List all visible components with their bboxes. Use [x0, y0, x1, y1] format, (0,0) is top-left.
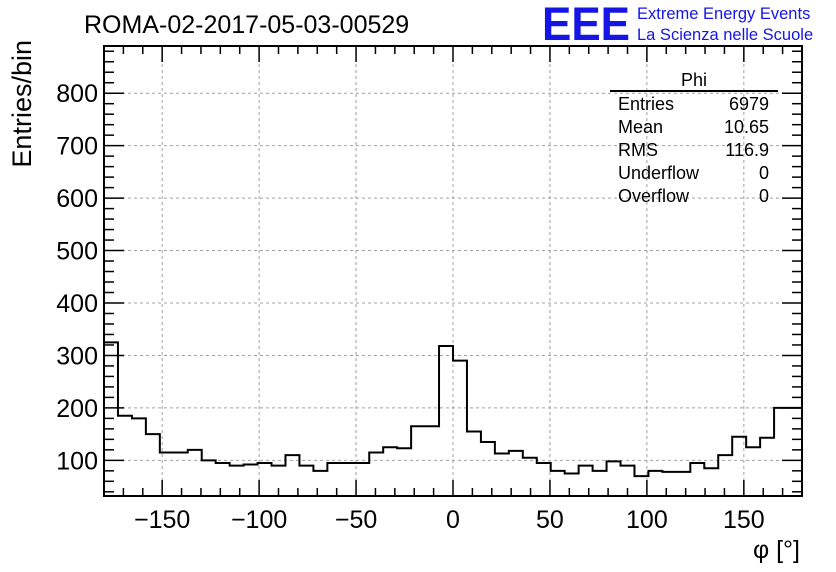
- x-axis-label: φ [°]: [753, 536, 800, 564]
- y-tick-label-0: 100: [56, 447, 98, 475]
- y-tick-label-3: 400: [56, 290, 98, 318]
- stats-box-rows: Entries 6979 Mean 10.65 RMS 116.9 Underflow 0 Ov…: [618, 94, 769, 206]
- stats-label-rms: RMS: [618, 140, 658, 160]
- x-tick-label-4: 50: [536, 506, 564, 534]
- eee-logo-line2: La Scienza nelle Scuole: [637, 26, 813, 44]
- x-tick-label-2: −50: [335, 506, 377, 534]
- stats-label-overflow: Overflow: [618, 186, 690, 206]
- x-tick-label-6: 150: [723, 506, 765, 534]
- x-tick-label-3: 0: [446, 506, 460, 534]
- stats-label-underflow: Underflow: [618, 163, 700, 183]
- eee-logo-mark: EEE: [542, 0, 630, 50]
- grid-lines: [104, 46, 802, 496]
- y-tick-label-6: 700: [56, 133, 98, 161]
- x-tick-label-1: −100: [231, 506, 287, 534]
- y-axis-label: Entries/bin: [7, 40, 37, 168]
- stats-box: Phi Entries 6979 Mean 10.65 RMS 116.9 Underflo…: [610, 70, 778, 206]
- histogram-bars: [103, 341, 803, 496]
- eee-logo: EEE Extreme Energy Events La Scienza nel…: [542, 0, 813, 50]
- y-tick-label-2: 300: [56, 342, 98, 370]
- axis-ticks: [104, 46, 803, 496]
- x-tick-label-5: 100: [626, 506, 668, 534]
- stats-label-entries: Entries: [618, 94, 674, 114]
- y-tick-label-4: 500: [56, 238, 98, 266]
- x-tick-label-0: −150: [134, 506, 190, 534]
- y-tick-label-1: 200: [56, 395, 98, 423]
- histogram-outline: [103, 341, 803, 496]
- stats-value-rms: 116.9: [725, 140, 769, 160]
- eee-logo-line1: Extreme Energy Events: [637, 5, 810, 23]
- y-tick-label-5: 600: [56, 185, 98, 213]
- chart-title: ROMA-02-2017-05-03-00529: [84, 11, 409, 39]
- y-tick-labels: 100 200 300 400 500 600 700 800: [56, 80, 98, 475]
- stats-value-entries: 6979: [729, 94, 769, 114]
- stats-label-mean: Mean: [618, 117, 663, 137]
- stats-value-underflow: 0: [759, 163, 769, 183]
- stats-value-mean: 10.65: [724, 117, 769, 137]
- x-tick-labels: −150 −100 −50 0 50 100 150: [134, 506, 765, 534]
- y-tick-label-7: 800: [56, 80, 98, 108]
- stats-value-overflow: 0: [759, 186, 769, 206]
- stats-box-title: Phi: [681, 70, 707, 90]
